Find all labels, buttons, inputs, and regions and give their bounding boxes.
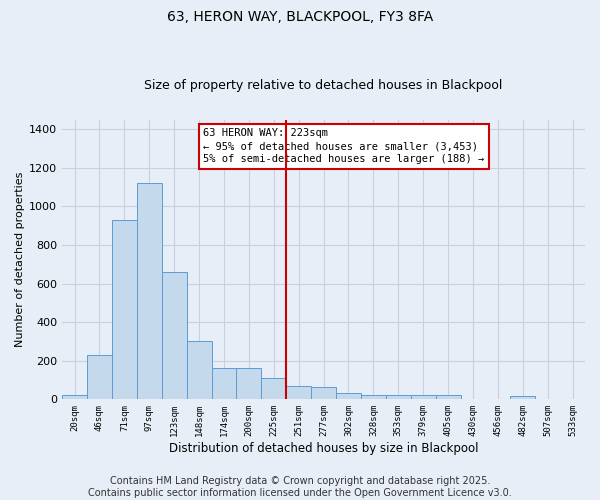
Bar xyxy=(386,394,411,400)
Title: Size of property relative to detached houses in Blackpool: Size of property relative to detached ho… xyxy=(145,79,503,92)
Bar xyxy=(137,183,162,400)
Bar xyxy=(187,342,212,400)
X-axis label: Distribution of detached houses by size in Blackpool: Distribution of detached houses by size … xyxy=(169,442,478,455)
Text: Contains HM Land Registry data © Crown copyright and database right 2025.
Contai: Contains HM Land Registry data © Crown c… xyxy=(88,476,512,498)
Bar xyxy=(62,396,87,400)
Bar xyxy=(286,386,311,400)
Bar xyxy=(236,368,262,400)
Bar xyxy=(511,396,535,400)
Bar xyxy=(411,396,436,400)
Bar xyxy=(311,387,336,400)
Bar xyxy=(212,368,236,400)
Bar xyxy=(162,272,187,400)
Y-axis label: Number of detached properties: Number of detached properties xyxy=(15,172,25,347)
Bar xyxy=(436,396,461,400)
Bar xyxy=(336,392,361,400)
Bar xyxy=(262,378,286,400)
Bar xyxy=(87,355,112,400)
Bar xyxy=(112,220,137,400)
Text: 63 HERON WAY: 223sqm
← 95% of detached houses are smaller (3,453)
5% of semi-det: 63 HERON WAY: 223sqm ← 95% of detached h… xyxy=(203,128,485,164)
Text: 63, HERON WAY, BLACKPOOL, FY3 8FA: 63, HERON WAY, BLACKPOOL, FY3 8FA xyxy=(167,10,433,24)
Bar xyxy=(361,394,386,400)
